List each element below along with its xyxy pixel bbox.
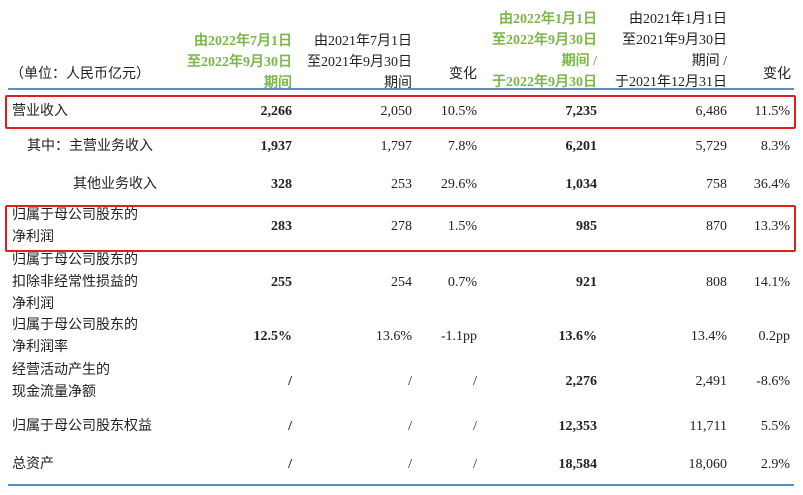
- cell-value: 11.5%: [754, 104, 790, 119]
- row-label: 经营活动产生的 现金流量净额: [12, 363, 110, 400]
- cell-value: 1,797: [380, 139, 413, 154]
- bottom-rule: [8, 484, 794, 486]
- cell-value: 1.5%: [447, 219, 477, 234]
- cell-value: 7.8%: [447, 139, 477, 154]
- cell-value: -8.6%: [756, 374, 790, 389]
- cell-value: 5.5%: [760, 419, 790, 434]
- cell-value: /: [473, 457, 477, 472]
- cell-value: /: [288, 457, 292, 472]
- row-label: 归属于母公司股东权益: [12, 419, 152, 434]
- cell-value: -1.1pp: [440, 329, 477, 344]
- unit-label: （单位：人民币亿元）: [10, 67, 150, 82]
- cell-value: 14.1%: [753, 275, 790, 290]
- cell-value: 6,201: [565, 139, 598, 154]
- cell-value: 11,711: [689, 419, 727, 434]
- cell-value: 7,235: [565, 104, 598, 119]
- cell-value: /: [288, 419, 292, 434]
- cell-value: 8.3%: [760, 139, 790, 154]
- cell-value: 12.5%: [253, 329, 293, 344]
- cell-value: 10.5%: [440, 104, 477, 119]
- cell-value: /: [473, 374, 477, 389]
- cell-value: 328: [271, 177, 292, 192]
- cell-value: 13.6%: [375, 329, 412, 344]
- row-label: 归属于母公司股东的 净利润: [12, 208, 138, 245]
- cell-value: 1,937: [260, 139, 293, 154]
- cell-value: 2.9%: [760, 457, 790, 472]
- cell-value: 0.7%: [447, 275, 477, 290]
- cell-value: 29.6%: [440, 177, 477, 192]
- cell-value: 253: [391, 177, 412, 192]
- cell-value: 13.4%: [690, 329, 727, 344]
- cell-value: 18,584: [558, 457, 598, 472]
- row-label: 其中：主营业务收入: [27, 139, 153, 154]
- cell-value: 870: [706, 219, 727, 234]
- cell-value: 921: [576, 275, 597, 290]
- cell-value: 283: [271, 219, 292, 234]
- cell-value: 255: [271, 275, 292, 290]
- cell-value: 13.6%: [558, 329, 598, 344]
- header-rule: [8, 88, 794, 90]
- cell-value: 13.3%: [753, 219, 790, 234]
- header-change-ytd: 变化: [763, 67, 791, 82]
- header-ytd-2021: 由2021年1月1日 至2021年9月30日 期间 / 于2021年12月31日: [615, 12, 727, 90]
- cell-value: 985: [576, 219, 597, 234]
- cell-value: 36.4%: [753, 177, 790, 192]
- highlight-box-net-profit: [5, 205, 796, 252]
- cell-value: 2,266: [260, 104, 293, 119]
- header-q3-2021: 由2021年7月1日 至2021年9月30日 期间: [307, 34, 412, 91]
- row-label: 总资产: [12, 457, 54, 472]
- cell-value: 278: [391, 219, 412, 234]
- header-q3-2022: 由2022年7月1日 至2022年9月30日 期间: [187, 34, 292, 91]
- cell-value: 254: [391, 275, 412, 290]
- row-label: 归属于母公司股东的 扣除非经常性损益的 净利润: [12, 253, 138, 312]
- cell-value: 18,060: [688, 457, 728, 472]
- header-change-q: 变化: [449, 67, 477, 82]
- cell-value: /: [408, 374, 412, 389]
- header-ytd-2022: 由2022年1月1日 至2022年9月30日 期间 / 于2022年9月30日: [492, 12, 597, 90]
- cell-value: 12,353: [558, 419, 598, 434]
- cell-value: 808: [706, 275, 727, 290]
- cell-value: /: [408, 419, 412, 434]
- cell-value: 1,034: [565, 177, 598, 192]
- cell-value: 0.2pp: [758, 329, 791, 344]
- cell-value: 2,050: [380, 104, 413, 119]
- cell-value: 6,486: [695, 104, 728, 119]
- row-label: 归属于母公司股东的 净利润率: [12, 318, 138, 355]
- row-label: 营业收入: [12, 104, 68, 119]
- cell-value: 758: [706, 177, 727, 192]
- cell-value: /: [408, 457, 412, 472]
- cell-value: 2,491: [695, 374, 728, 389]
- row-label: 其他业务收入: [73, 177, 157, 192]
- highlight-box-revenue: [5, 95, 796, 129]
- cell-value: 5,729: [695, 139, 728, 154]
- cell-value: /: [473, 419, 477, 434]
- cell-value: /: [288, 374, 292, 389]
- cell-value: 2,276: [565, 374, 598, 389]
